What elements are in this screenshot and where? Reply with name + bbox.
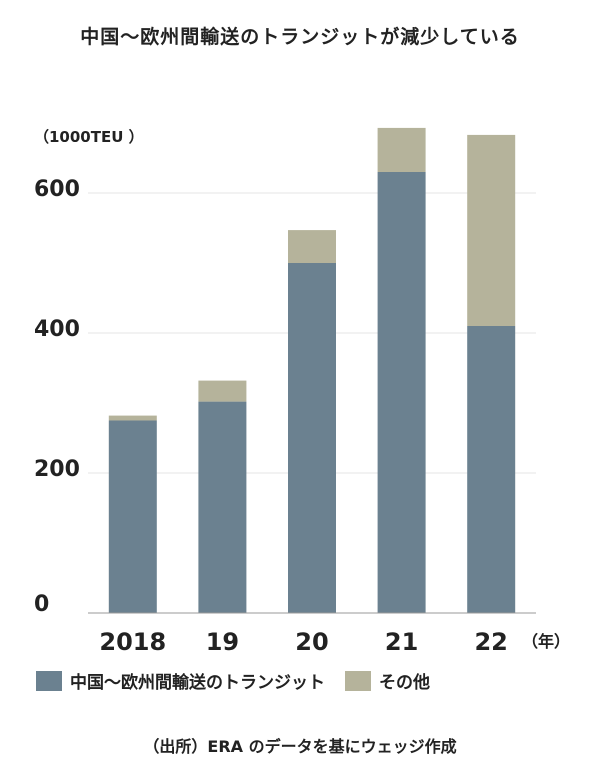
legend-label-transit: 中国～欧州間輸送のトランジット [70, 673, 325, 693]
bar-other-22 [467, 134, 516, 326]
bar-other-21 [377, 127, 426, 172]
x-axis-unit-label: （年） [522, 632, 570, 651]
legend-swatch-other [345, 670, 371, 691]
bars [108, 127, 516, 613]
bar-transit-20 [288, 263, 336, 613]
bar-transit-21 [377, 172, 426, 613]
bar-transit-2018 [108, 420, 157, 613]
legend: 中国～欧州間輸送のトランジット その他 [36, 668, 596, 693]
y-tick-label: 0 [34, 592, 49, 617]
y-tick-label: 400 [34, 317, 80, 342]
bar-transit-19 [198, 401, 247, 613]
x-tick-labels: 2018 19 20 21 22 [99, 628, 508, 656]
legend-item-transit: 中国～欧州間輸送のトランジット [36, 668, 325, 693]
y-axis-unit-label: （1000TEU ） [34, 128, 144, 146]
legend-item-other: その他 [345, 668, 430, 693]
legend-swatch-transit [36, 670, 62, 691]
x-tick-label: 2018 [99, 628, 166, 656]
bar-other-2018 [108, 415, 157, 421]
y-tick-labels: 0 200 400 600 [34, 177, 80, 617]
chart-title: 中国～欧州間輸送のトランジットが減少している [80, 26, 520, 48]
x-tick-label: 22 [474, 628, 507, 656]
bar-chart: 0 200 400 600 2018 19 20 21 22 （年） [34, 127, 570, 656]
source-note: （出所）ERA のデータを基にウェッジ作成 [143, 737, 457, 756]
legend-label-other: その他 [379, 673, 430, 693]
x-tick-label: 20 [295, 628, 328, 656]
bar-transit-22 [467, 326, 516, 613]
bar-other-19 [198, 380, 247, 402]
y-tick-label: 600 [34, 177, 80, 202]
bar-other-20 [288, 230, 336, 263]
x-tick-label: 19 [206, 628, 239, 656]
x-tick-label: 21 [385, 628, 418, 656]
y-tick-label: 200 [34, 457, 80, 482]
